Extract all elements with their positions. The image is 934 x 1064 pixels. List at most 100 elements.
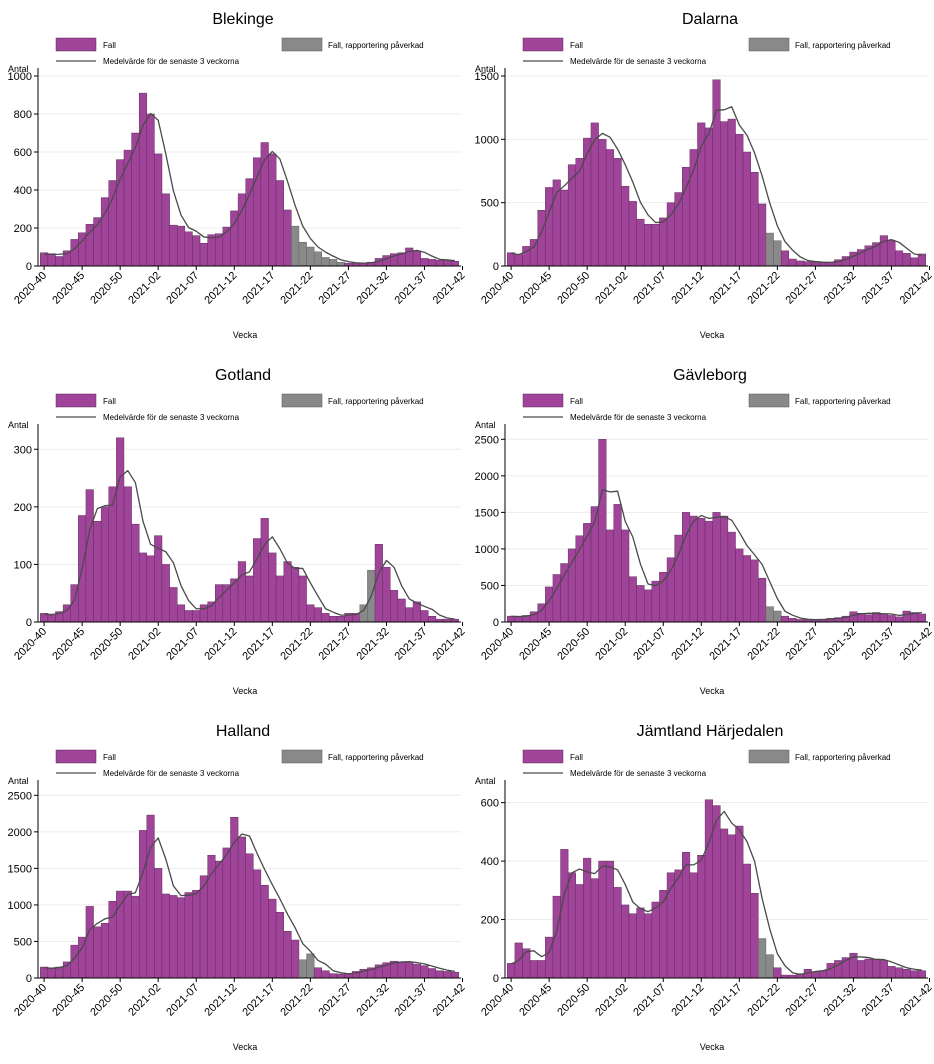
bar	[47, 968, 56, 979]
y-tick-label: 1000	[475, 134, 499, 146]
bar	[169, 895, 178, 979]
y-tick-label: 1000	[475, 544, 499, 556]
x-tick-label: 2020-40	[479, 626, 516, 663]
legend-label-fall: Fall	[570, 397, 583, 406]
bar	[910, 257, 919, 267]
bar	[704, 520, 713, 623]
bar	[879, 613, 888, 623]
legend-label-fall: Fall	[103, 41, 116, 50]
y-tick-label: 1000	[8, 900, 32, 912]
y-tick-label: 600	[14, 147, 32, 159]
y-tick-label: 600	[481, 798, 499, 810]
bar	[613, 887, 622, 979]
bar	[697, 855, 706, 979]
legend-label-mean: Medelvärde för de senaste 3 veckorna	[570, 769, 707, 778]
bar	[390, 590, 399, 623]
bar	[682, 512, 691, 623]
legend-swatch-affected	[281, 749, 323, 764]
bar	[742, 555, 751, 623]
bar	[412, 250, 421, 267]
bars	[507, 439, 926, 623]
bar	[412, 963, 421, 979]
y-tick-label: 200	[14, 502, 32, 514]
bar	[161, 564, 170, 623]
bar	[435, 970, 444, 979]
y-tick-label: 2500	[475, 434, 499, 446]
chart-panel-0: Blekinge Fall Fall, rapportering påverkad M…	[0, 0, 467, 352]
bar	[712, 805, 721, 979]
x-axis-label: Vecka	[233, 686, 258, 696]
mean-line	[510, 810, 922, 976]
bar	[405, 961, 414, 979]
bar	[154, 868, 163, 979]
x-tick-label: 2021-22	[745, 626, 782, 663]
bar	[329, 616, 338, 623]
legend-label-fall: Fall	[570, 41, 583, 50]
bars	[507, 799, 926, 979]
x-tick-label: 2021-37	[860, 626, 897, 663]
bar-affected	[298, 242, 307, 267]
legend-label-fall: Fall	[103, 753, 116, 762]
legend-swatch-affected	[748, 37, 790, 52]
legend-label-mean: Medelvärde för de senaste 3 veckorna	[103, 769, 240, 778]
bar	[207, 601, 216, 623]
chart-title: Jämtland Härjedalen	[637, 723, 784, 740]
bar	[895, 616, 904, 623]
x-tick-label: 2021-42	[898, 626, 934, 663]
bar-affected	[765, 954, 774, 979]
x-axis-label: Vecka	[700, 686, 725, 696]
x-tick-label: 2021-02	[593, 626, 630, 663]
bar	[735, 825, 744, 979]
x-tick-label: 2021-07	[631, 982, 668, 1019]
bar	[605, 860, 615, 979]
bar	[283, 209, 292, 267]
y-tick-label: 0	[26, 261, 32, 273]
bar	[659, 217, 668, 267]
x-tick-label: 2021-42	[898, 982, 934, 1019]
y-tick-label: 400	[14, 185, 32, 197]
bar	[176, 225, 186, 267]
bar	[887, 615, 896, 623]
bar	[420, 258, 429, 267]
x-tick-label: 2020-45	[50, 982, 87, 1019]
bar	[192, 235, 201, 267]
bar	[146, 113, 155, 267]
bar	[811, 971, 820, 979]
bar	[704, 127, 713, 267]
bar	[567, 548, 576, 623]
x-tick-label: 2021-07	[164, 270, 201, 307]
bar	[720, 515, 729, 623]
y-tick-label: 1000	[8, 71, 32, 83]
x-tick-label: 2021-27	[316, 626, 353, 663]
bar	[826, 963, 835, 979]
bar	[689, 872, 698, 979]
y-tick-label: 0	[493, 617, 499, 629]
x-tick-label: 2021-12	[202, 270, 239, 307]
bar	[887, 966, 896, 979]
bar	[598, 860, 607, 979]
bar	[902, 253, 911, 267]
x-tick-label: 2021-32	[355, 982, 392, 1019]
legend-swatch-affected	[281, 393, 323, 408]
bar	[397, 961, 406, 979]
bar	[146, 814, 155, 979]
bar	[849, 611, 858, 623]
bar	[184, 892, 193, 979]
bar	[750, 893, 759, 979]
y-tick-label: 500	[481, 580, 499, 592]
bar	[910, 970, 919, 979]
bar	[537, 960, 546, 979]
x-tick-label: 2021-42	[431, 982, 467, 1019]
bar	[742, 863, 751, 979]
bar	[116, 159, 125, 267]
bar	[507, 963, 516, 979]
mean-line	[44, 833, 456, 975]
legend-swatch-affected	[748, 749, 790, 764]
bar	[575, 884, 584, 979]
bar	[450, 261, 459, 267]
bar	[895, 250, 904, 267]
x-tick-label: 2021-02	[593, 982, 630, 1019]
x-tick-label: 2021-12	[669, 270, 706, 307]
bar	[397, 598, 406, 623]
